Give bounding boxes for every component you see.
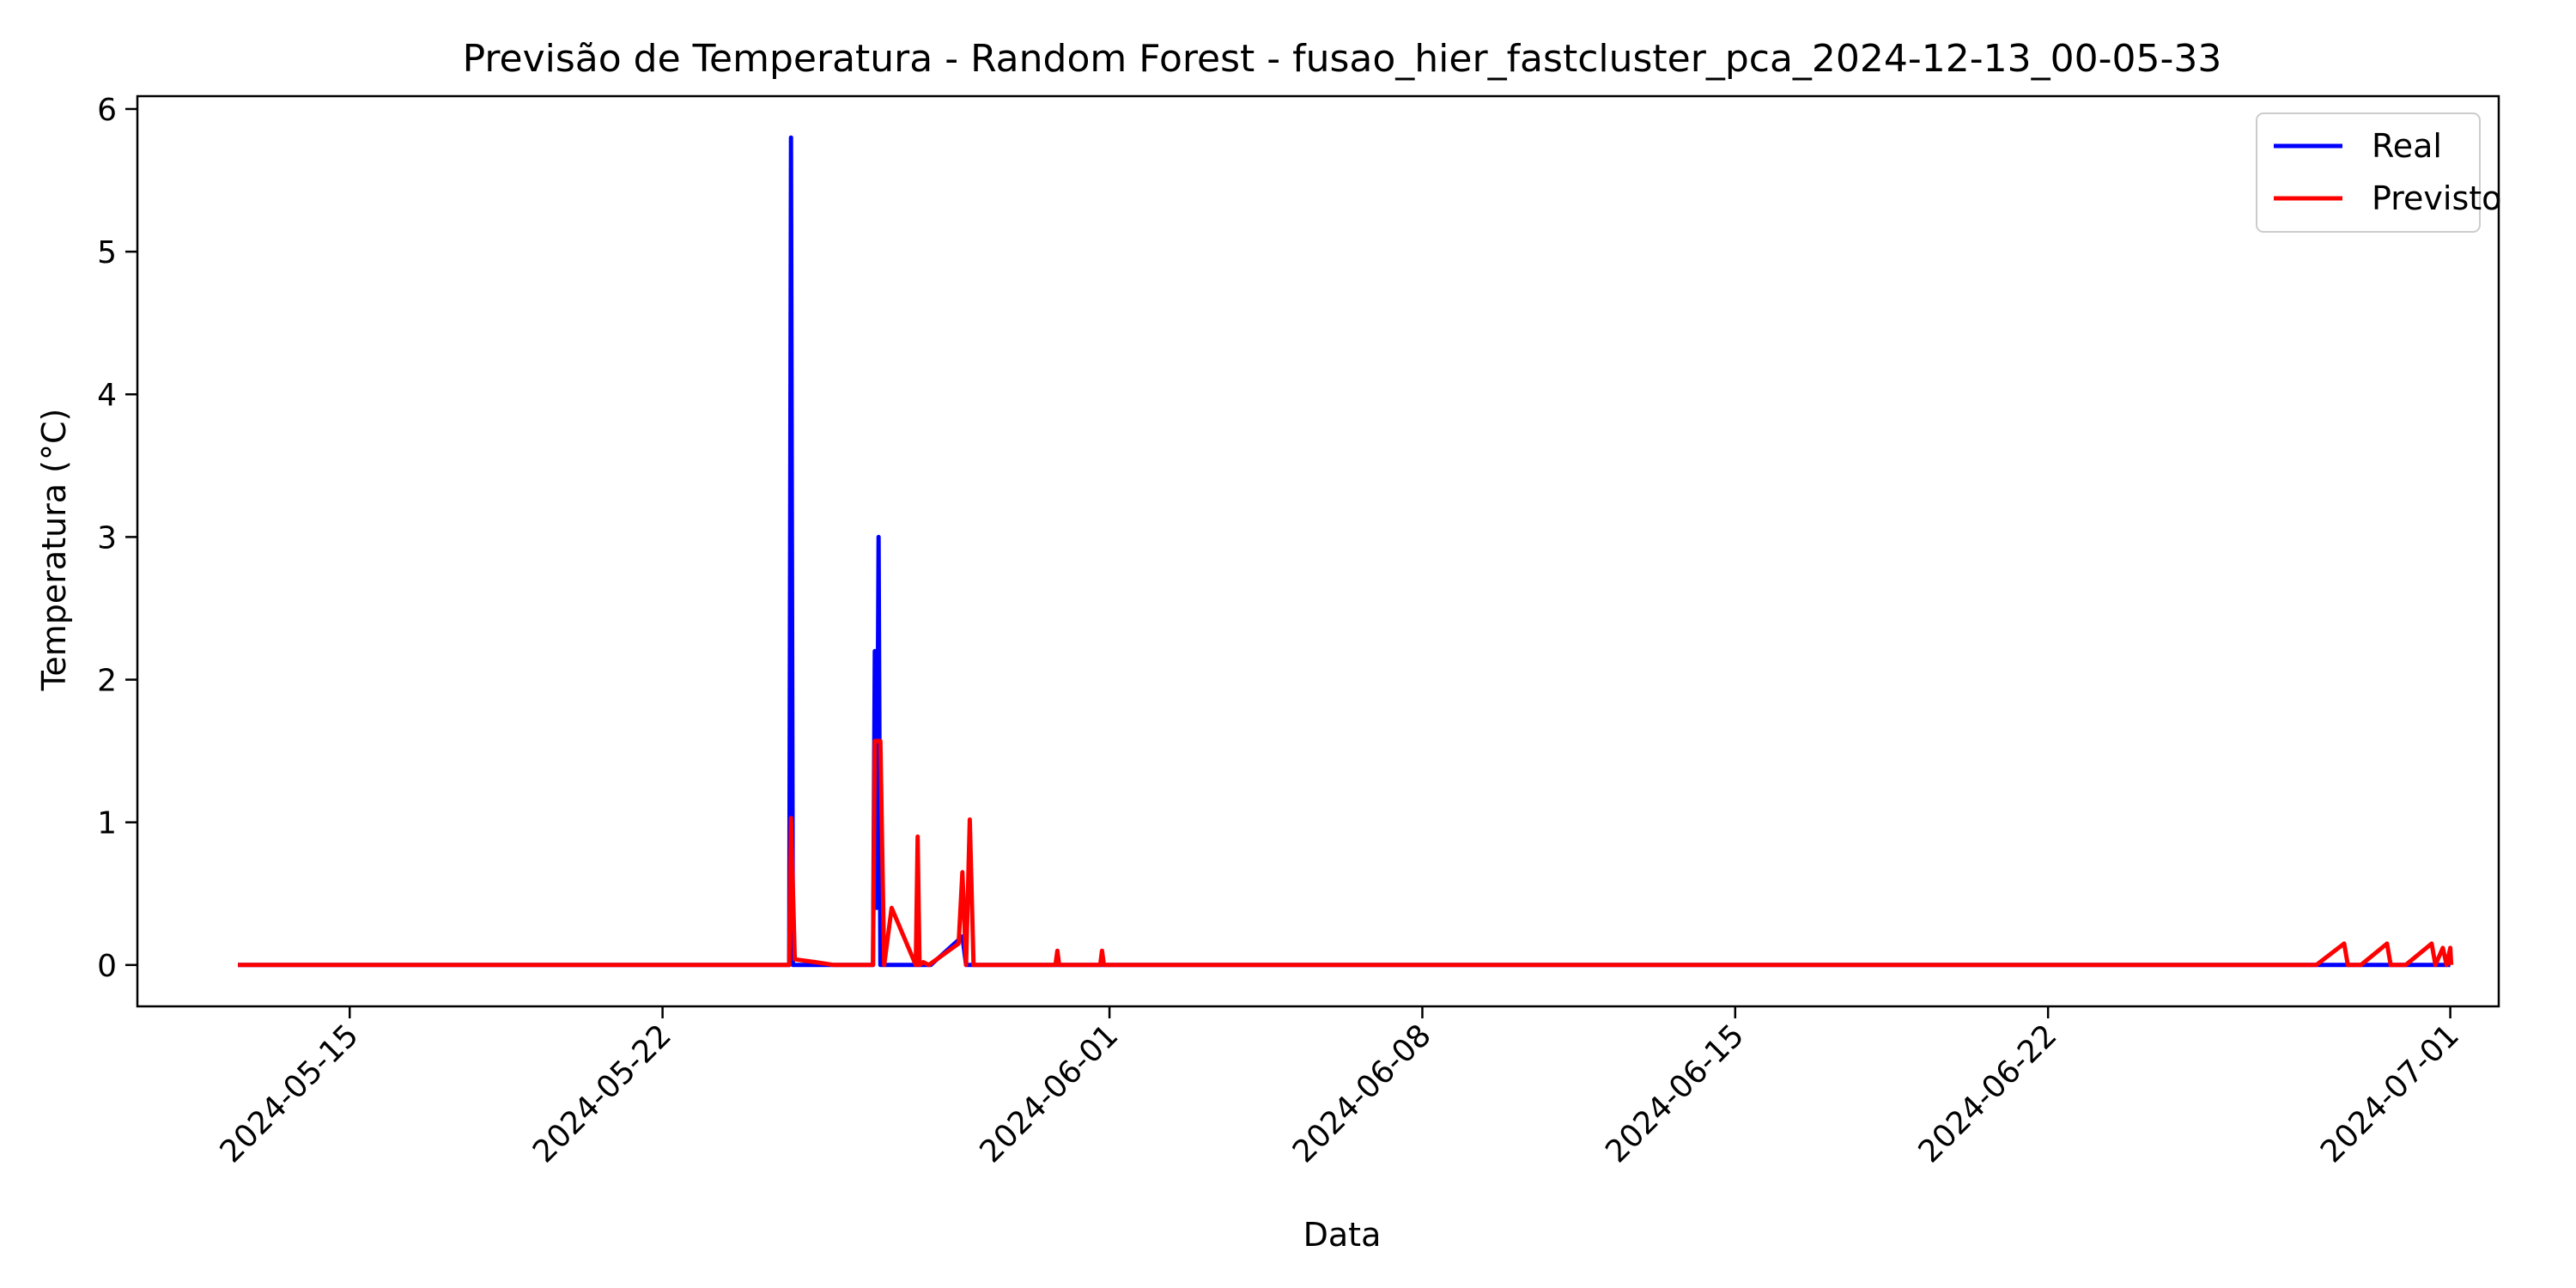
series-line-real	[238, 135, 2451, 968]
x-tick-label: 2024-05-15	[214, 1018, 366, 1170]
series-line-previsto	[238, 738, 2454, 968]
legend-label-previsto: Previsto	[2372, 179, 2501, 217]
x-tick-label: 2024-07-01	[2314, 1018, 2466, 1170]
y-tick-label: 2	[97, 664, 117, 699]
y-tick-label: 5	[97, 235, 117, 270]
x-axis-label: Data	[1303, 1216, 1382, 1254]
legend-label-real: Real	[2372, 127, 2442, 165]
y-tick-label: 1	[97, 806, 117, 841]
y-axis-label: Temperatura (°C)	[35, 409, 73, 692]
legend: Real Previsto	[2256, 112, 2501, 233]
y-tick-label: 3	[97, 520, 117, 556]
chart-title: Previsão de Temperatura - Random Forest …	[463, 37, 2222, 81]
legend-box	[2256, 112, 2481, 233]
x-tick-label: 2024-06-15	[1599, 1018, 1751, 1170]
plot-area	[238, 135, 2454, 968]
y-tick-label: 0	[97, 949, 117, 984]
axes-frame	[136, 94, 2500, 1008]
x-tick-label: 2024-06-08	[1286, 1018, 1438, 1170]
y-tick-label: 6	[97, 93, 117, 128]
x-tick-label: 2024-06-01	[974, 1018, 1126, 1170]
x-tick-label: 2024-05-22	[526, 1018, 678, 1170]
axis-ticks: 2024-05-15 2024-05-22 2024-06-01 2024-06-08…	[97, 93, 2466, 1170]
y-tick-label: 4	[97, 378, 117, 413]
x-tick-label: 2024-06-22	[1912, 1018, 2064, 1170]
